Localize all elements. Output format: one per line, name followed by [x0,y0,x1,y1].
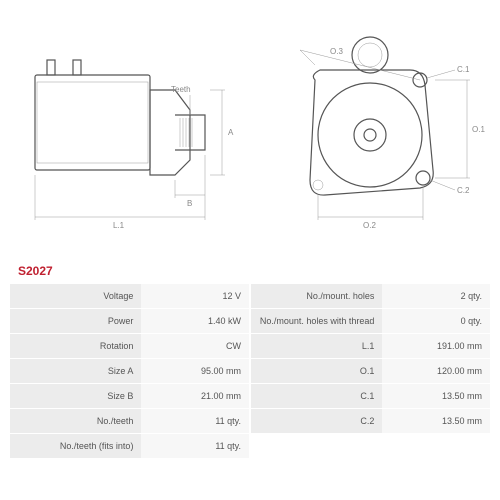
spec-value: CW [141,334,249,358]
spec-row: No./teeth (fits into)11 qty. [10,434,249,458]
svg-text:O.1: O.1 [472,125,485,134]
spec-value: 191.00 mm [382,334,490,358]
spec-value: 95.00 mm [141,359,249,383]
svg-text:O.2: O.2 [363,221,376,230]
spec-row: Size B21.00 mm [10,384,249,408]
spec-value: 120.00 mm [382,359,490,383]
spec-label: Size B [10,384,141,408]
spec-row: L.1191.00 mm [251,334,490,358]
spec-row: RotationCW [10,334,249,358]
spec-value: 12 V [141,284,249,308]
spec-label: No./teeth (fits into) [10,434,141,458]
spec-row: O.1120.00 mm [251,359,490,383]
spec-row: C.213.50 mm [251,409,490,433]
side-view-drawing: Teeth A B L.1 [15,15,245,255]
front-view-drawing: O.3 C.1 C.2 O.1 O.2 [255,15,485,255]
spec-label: Power [10,309,141,333]
spec-table: Voltage12 VPower1.40 kWRotationCWSize A9… [10,284,490,459]
spec-label: No./mount. holes [251,284,382,308]
spec-row: No./mount. holes2 qty. [251,284,490,308]
spec-column-right: No./mount. holes2 qty.No./mount. holes w… [251,284,490,459]
spec-label: Voltage [10,284,141,308]
svg-text:Teeth: Teeth [171,85,191,94]
spec-value: 11 qty. [141,434,249,458]
spec-row: C.113.50 mm [251,384,490,408]
part-code: S2027 [10,260,490,282]
spec-label: L.1 [251,334,382,358]
spec-value: 21.00 mm [141,384,249,408]
spec-row: No./mount. holes with thread0 qty. [251,309,490,333]
spec-value: 11 qty. [141,409,249,433]
spec-label: O.1 [251,359,382,383]
spec-label: C.2 [251,409,382,433]
spec-row: No./teeth11 qty. [10,409,249,433]
svg-text:L.1: L.1 [113,221,125,230]
svg-text:C.2: C.2 [457,186,470,195]
spec-label: Size A [10,359,141,383]
spec-label: Rotation [10,334,141,358]
spec-column-left: Voltage12 VPower1.40 kWRotationCWSize A9… [10,284,249,459]
svg-text:A: A [228,128,234,137]
spec-value: 1.40 kW [141,309,249,333]
spec-value: 13.50 mm [382,409,490,433]
spec-label: No./teeth [10,409,141,433]
spec-value: 2 qty. [382,284,490,308]
spec-row: Voltage12 V [10,284,249,308]
spec-row: Power1.40 kW [10,309,249,333]
svg-text:O.3: O.3 [330,47,343,56]
svg-text:C.1: C.1 [457,65,470,74]
spec-label: C.1 [251,384,382,408]
technical-drawings: Teeth A B L.1 [10,10,490,260]
spec-value: 13.50 mm [382,384,490,408]
spec-value: 0 qty. [382,309,490,333]
spec-row: Size A95.00 mm [10,359,249,383]
spec-label: No./mount. holes with thread [251,309,382,333]
svg-text:B: B [187,199,192,208]
